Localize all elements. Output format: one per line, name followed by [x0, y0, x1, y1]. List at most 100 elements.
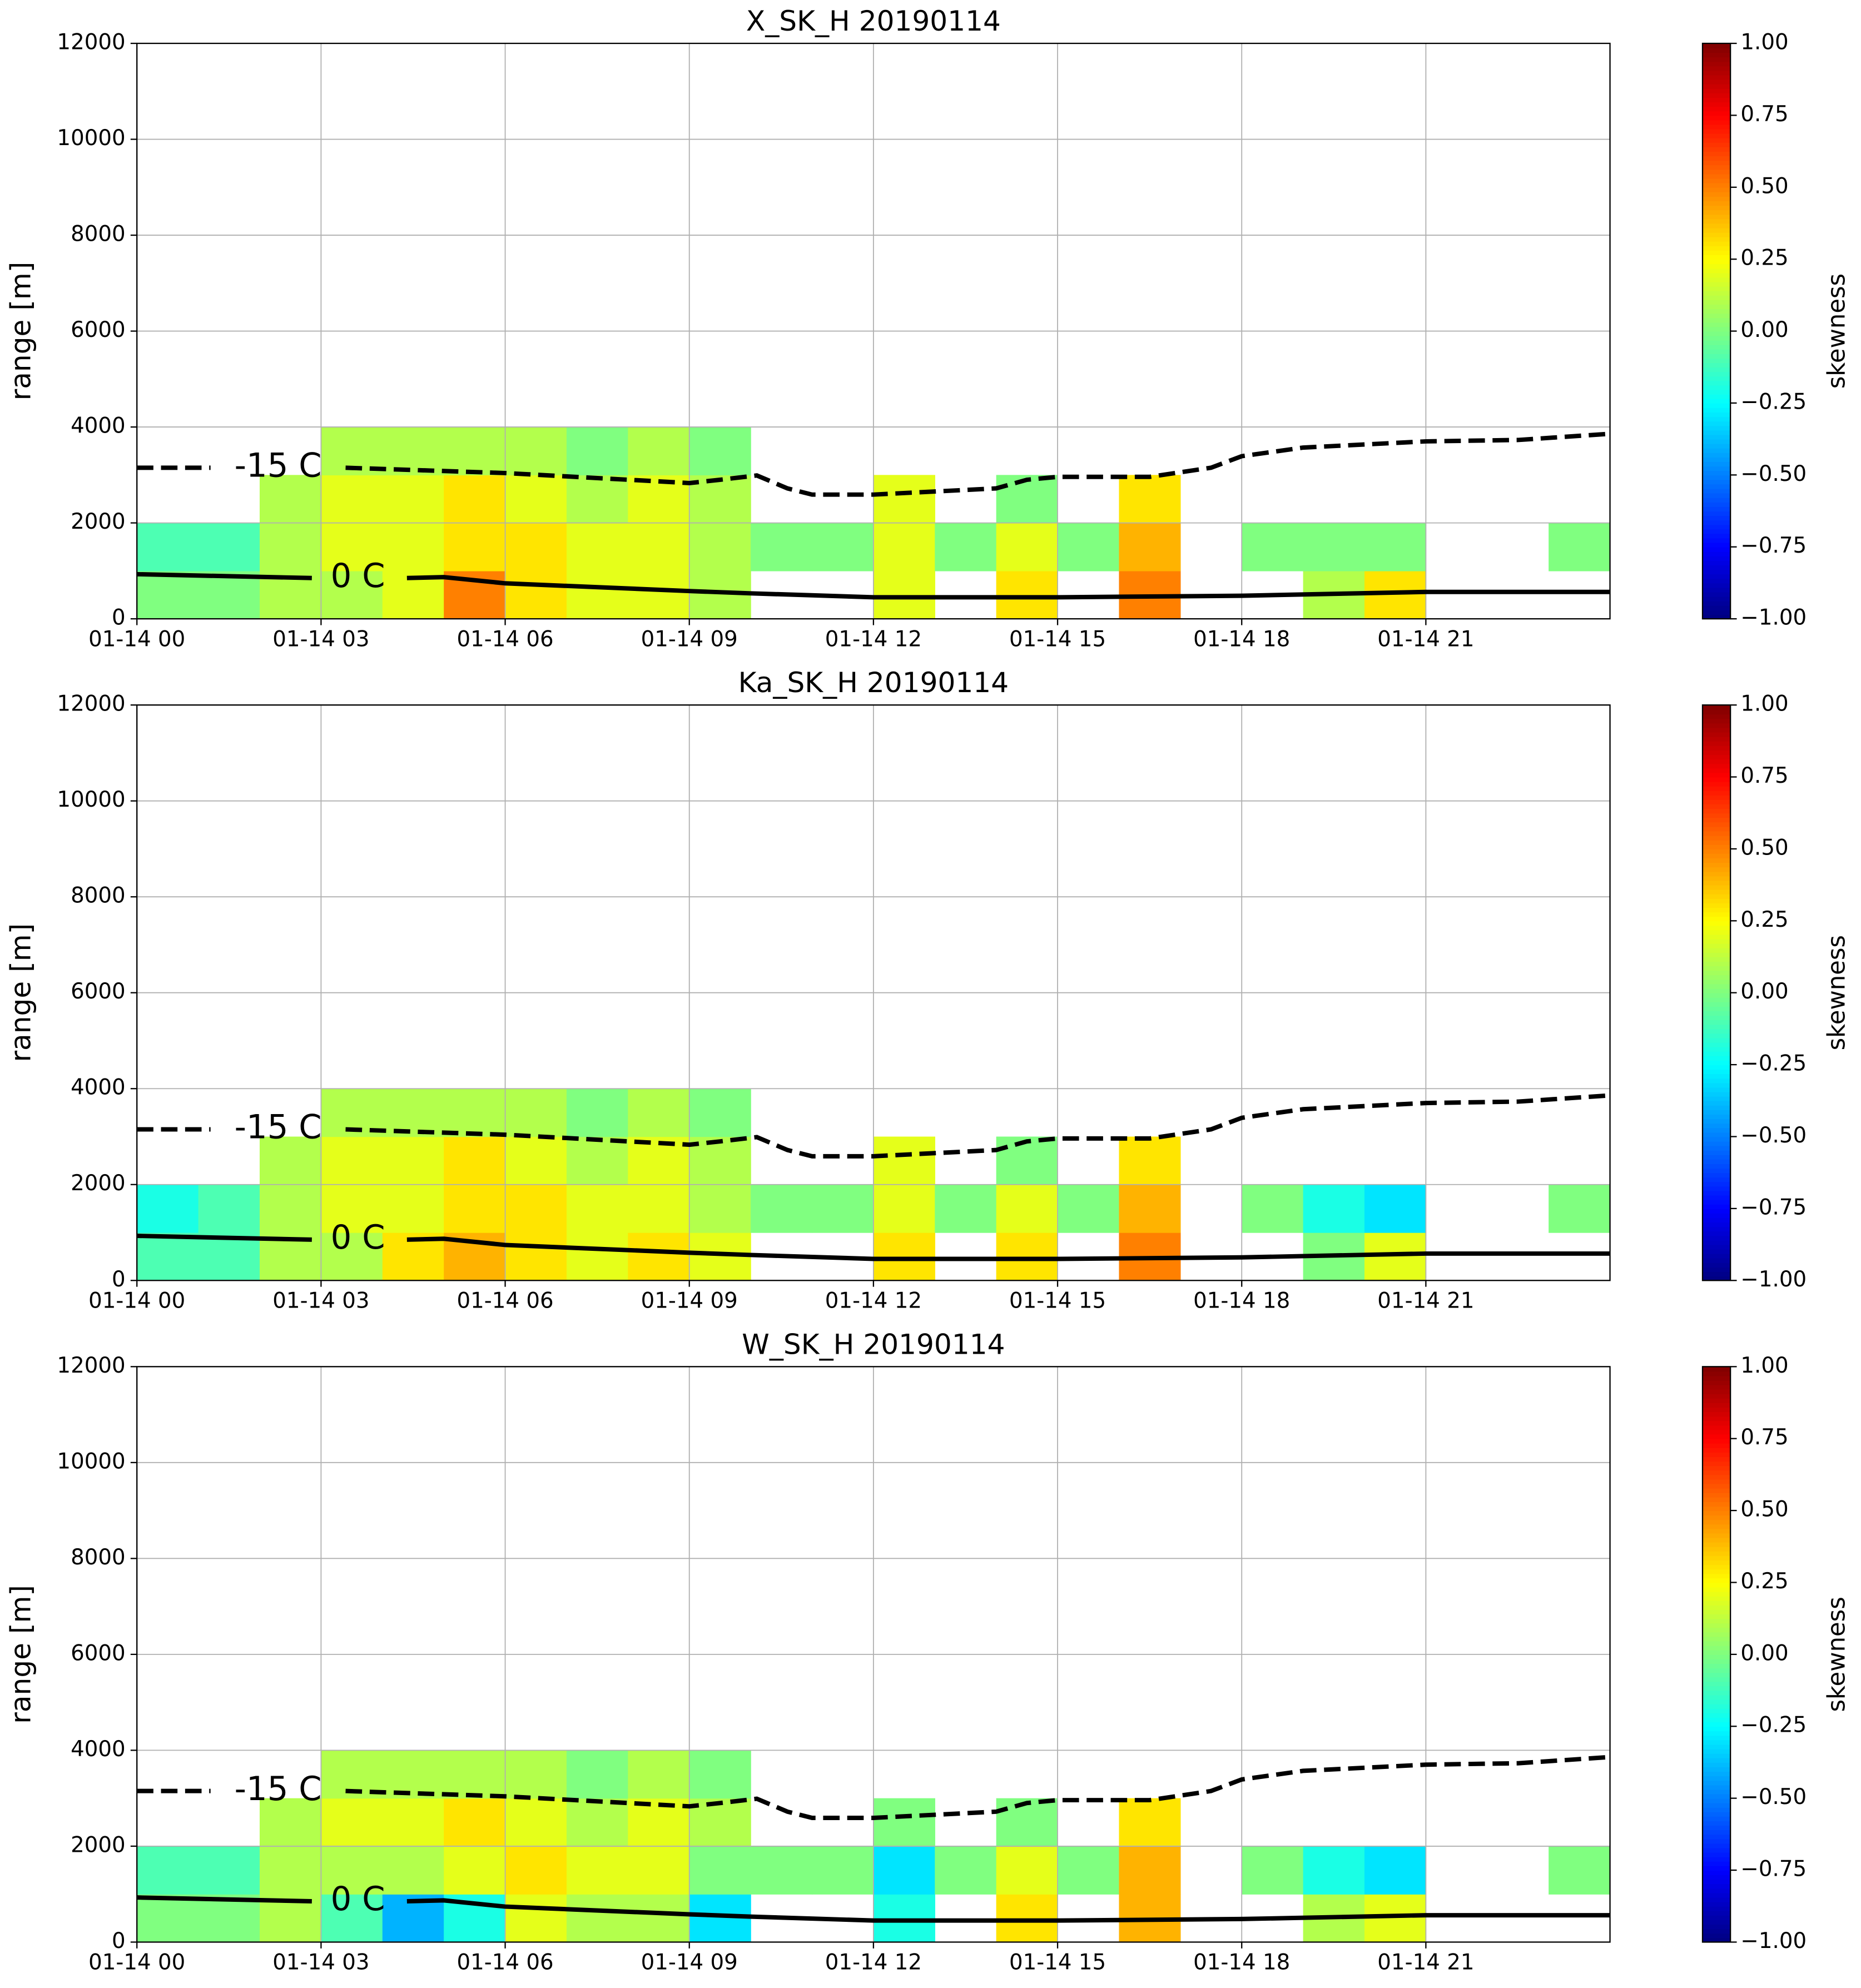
colorbar-swatch: [1703, 952, 1731, 957]
colorbar-swatch: [1703, 52, 1731, 58]
heatmap-cell: [812, 523, 874, 571]
colorbar-swatch: [1703, 264, 1731, 269]
heatmap-cell: [382, 427, 444, 476]
colorbar-swatch: [1703, 565, 1731, 570]
heatmap-cell: [628, 1846, 690, 1895]
colorbar-swatch: [1703, 1515, 1731, 1520]
colorbar-swatch: [1703, 57, 1731, 62]
colorbar-swatch: [1703, 709, 1731, 715]
colorbar-swatch: [1703, 1847, 1731, 1853]
colorbar-swatch: [1703, 1253, 1731, 1259]
heatmap-cell: [260, 523, 322, 571]
colorbar-swatch: [1703, 83, 1731, 89]
colorbar-swatch: [1703, 1856, 1731, 1862]
colorbar-swatch: [1703, 124, 1731, 130]
heatmap-cell: [628, 427, 690, 476]
colorbar-swatch: [1703, 925, 1731, 931]
colorbar-swatch: [1703, 178, 1731, 183]
heatmap-cell: [382, 1184, 444, 1233]
colorbar-swatch: [1703, 407, 1731, 413]
chart-title: X_SK_H 20190114: [746, 4, 1001, 37]
colorbar-swatch: [1703, 1204, 1731, 1209]
colorbar-swatch: [1703, 1380, 1731, 1385]
colorbar-swatch: [1703, 1190, 1731, 1196]
heatmap-cell: [566, 475, 629, 524]
colorbar-swatch: [1703, 241, 1731, 246]
colorbar-swatch: [1703, 272, 1731, 278]
heatmap-cell: [260, 1184, 322, 1233]
heatmap-cell: [996, 1136, 1058, 1185]
colorbar-swatch: [1703, 43, 1731, 49]
colorbar-swatch: [1703, 1235, 1731, 1241]
heatmap-cell: [444, 1846, 506, 1895]
heatmap-cell: [382, 1089, 444, 1137]
colorbar-swatch: [1703, 1488, 1731, 1493]
colorbar-swatch: [1703, 754, 1731, 760]
isotherm-line: [137, 1093, 1610, 1159]
colorbar-swatch: [1703, 1838, 1731, 1844]
heatmap-cell: [566, 1846, 629, 1895]
colorbar-swatch: [1703, 1240, 1731, 1245]
colorbar-swatch: [1703, 1051, 1731, 1056]
colorbar-swatch: [1703, 1208, 1731, 1214]
y-tick-label: 6000: [71, 317, 126, 342]
colorbar-swatch: [1703, 349, 1731, 354]
colorbar-swatch: [1703, 1614, 1731, 1619]
colorbar-swatch: [1703, 529, 1731, 534]
colorbar-swatch: [1703, 1407, 1731, 1413]
heatmap-cell: [566, 1232, 629, 1281]
colorbar-swatch: [1703, 979, 1731, 985]
colorbar-swatch: [1703, 1722, 1731, 1727]
colorbar-swatch: [1703, 844, 1731, 849]
colorbar-swatch: [1703, 48, 1731, 53]
heatmap-cell: [996, 1184, 1058, 1233]
heatmap-cell: [260, 1846, 322, 1895]
isotherm-line: [137, 431, 1610, 497]
colorbar-swatch: [1703, 1271, 1731, 1277]
heatmap-cell: [566, 1798, 629, 1847]
heatmap-cell: [444, 1089, 506, 1137]
heatmap-cell: [137, 1894, 199, 1943]
colorbar-swatch: [1703, 1132, 1731, 1137]
colorbar-swatch: [1703, 1042, 1731, 1047]
colorbar-swatch: [1703, 1510, 1731, 1516]
colorbar-swatch: [1703, 70, 1731, 76]
chart-title: Ka_SK_H 20190114: [738, 666, 1009, 699]
colorbar-swatch: [1703, 596, 1731, 602]
colorbar-swatch: [1703, 439, 1731, 444]
heatmap-cell: [1242, 523, 1304, 571]
colorbar-tick-label: −0.25: [1740, 389, 1807, 414]
colorbar-swatch: [1703, 385, 1731, 390]
colorbar-swatch: [1703, 831, 1731, 836]
colorbar-swatch: [1703, 1375, 1731, 1381]
heatmap-cell: [566, 1184, 629, 1233]
colorbar-swatch: [1703, 970, 1731, 976]
colorbar-swatch: [1703, 966, 1731, 971]
colorbar-swatch: [1703, 1910, 1731, 1916]
colorbar-swatch: [1703, 799, 1731, 804]
colorbar-swatch: [1703, 884, 1731, 890]
colorbar-swatch: [1703, 201, 1731, 206]
colorbar-tick-label: 0.00: [1740, 979, 1788, 1004]
colorbar-swatch: [1703, 128, 1731, 134]
colorbar-swatch: [1703, 1181, 1731, 1187]
colorbar-swatch: [1703, 1632, 1731, 1637]
colorbar-swatch: [1703, 1506, 1731, 1512]
colorbar-swatch: [1703, 1591, 1731, 1597]
heatmap-cell: [873, 1846, 935, 1895]
colorbar-tick-label: 0.75: [1740, 102, 1788, 127]
colorbar-swatch: [1703, 1569, 1731, 1574]
colorbar-swatch: [1703, 335, 1731, 341]
colorbar-swatch: [1703, 66, 1731, 71]
x-tick-label: 01-14 12: [825, 627, 922, 652]
colorbar-swatch: [1703, 457, 1731, 463]
colorbar-swatch: [1703, 1645, 1731, 1651]
heatmap-cell: [505, 1232, 567, 1281]
colorbar-swatch: [1703, 1011, 1731, 1016]
heatmap-cell: [873, 1894, 935, 1943]
heatmap-cell: [444, 1798, 506, 1847]
colorbar-tick-label: −0.25: [1740, 1051, 1807, 1076]
colorbar-swatch: [1703, 1217, 1731, 1223]
contour-label: 0 C: [331, 1218, 385, 1256]
